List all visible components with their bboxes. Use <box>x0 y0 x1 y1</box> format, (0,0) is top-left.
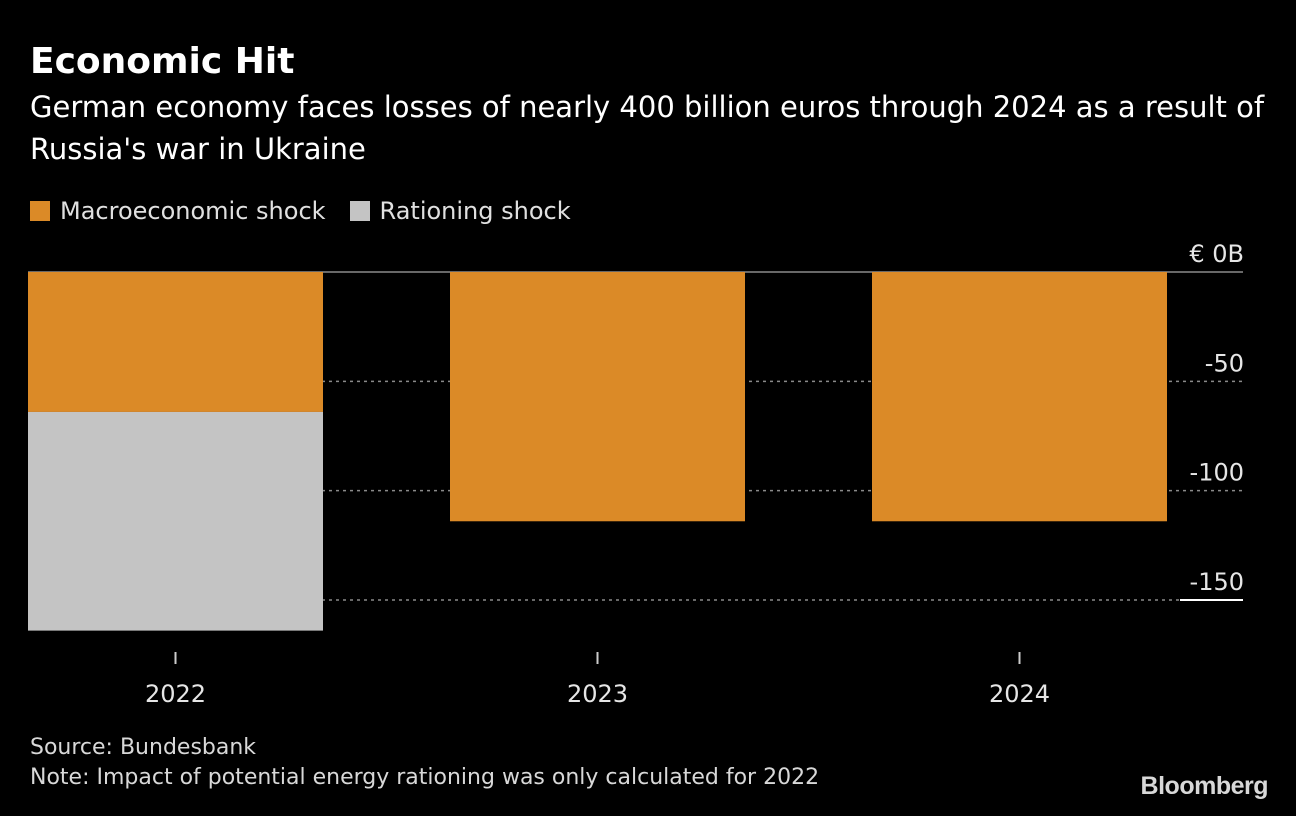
x-tick-label: 2022 <box>145 680 206 708</box>
legend-swatch-rationing <box>349 201 370 221</box>
x-tick-label: 2023 <box>567 680 628 708</box>
bar-macroeconomic-2024 <box>872 272 1167 522</box>
tick-label-mask <box>1168 337 1278 378</box>
tick-label-mask <box>1168 446 1278 487</box>
tick-label-mask <box>1168 556 1278 596</box>
legend-label-macroeconomic: Macroeconomic shock <box>60 197 326 225</box>
chart-subtitle: German economy faces losses of nearly 40… <box>30 90 1265 166</box>
legend-item-rationing: Rationing shock <box>349 197 571 225</box>
footnote: Note: Impact of potential energy rationi… <box>30 765 820 790</box>
bloomberg-logo: Bloomberg <box>1140 772 1269 800</box>
y-tick-label: -100 <box>1190 459 1244 487</box>
bar-chart: 2022 2023 2024 € 0B -50 -100 -150 <box>28 230 1278 708</box>
y-tick-label: -50 <box>1205 349 1244 377</box>
chart-title: Economic Hit <box>30 41 295 82</box>
bar-macroeconomic-2023 <box>450 272 745 522</box>
x-tick-label: 2024 <box>989 680 1050 708</box>
y-tick-label: € 0B <box>1189 240 1244 268</box>
bar-macroeconomic-2022 <box>28 272 323 412</box>
legend: Macroeconomic shock Rationing shock <box>30 194 595 228</box>
y-tick-label: -150 <box>1190 568 1244 596</box>
source-note: Source: Bundesbank <box>30 735 257 760</box>
legend-label-rationing: Rationing shock <box>379 197 571 225</box>
legend-item-macroeconomic: Macroeconomic shock <box>30 197 326 225</box>
tick-label-mask <box>1168 230 1278 268</box>
bar-rationing-2022 <box>28 411 323 631</box>
legend-swatch-macroeconomic <box>30 201 50 221</box>
